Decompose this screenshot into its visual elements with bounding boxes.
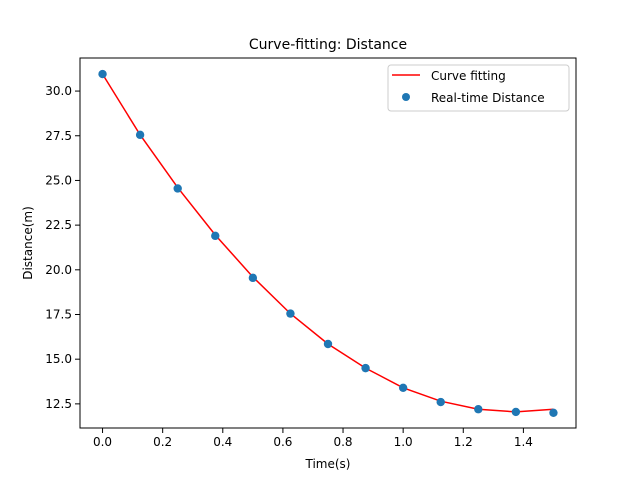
- real-time-distance-point: [173, 184, 182, 193]
- x-tick-label: 0.8: [333, 435, 352, 449]
- real-time-distance-point: [511, 407, 521, 417]
- x-tick-label: 0.0: [93, 435, 112, 449]
- y-tick-label: 15.0: [45, 352, 72, 366]
- y-tick-label: 25.0: [45, 173, 72, 187]
- y-tick-label: 27.5: [45, 129, 72, 143]
- real-time-distance-point: [361, 363, 370, 373]
- chart-title: Curve-fitting: Distance: [249, 37, 407, 53]
- x-tick-label: 0.2: [153, 435, 172, 449]
- plot-area: [80, 58, 576, 428]
- real-time-distance-point: [211, 231, 220, 241]
- real-time-distance-point: [323, 339, 333, 349]
- real-time-distance-point: [549, 408, 558, 418]
- series-layer: [98, 69, 558, 418]
- real-time-distance-point: [286, 309, 295, 318]
- x-axis: 0.0 0.2 0.4 0.6 0.8 1.0 1.2 1.4: [93, 428, 533, 449]
- legend: Curve fitting Real-time Distance: [387, 64, 570, 112]
- x-tick-label: 1.2: [454, 435, 473, 449]
- real-time-distance-point: [474, 405, 483, 414]
- legend-box: [387, 64, 570, 112]
- real-time-distance-point: [135, 130, 145, 140]
- x-tick-label: 1.4: [514, 435, 533, 449]
- x-tick-label: 1.0: [394, 435, 413, 449]
- y-tick-label: 12.5: [45, 397, 72, 411]
- plot-frame: [79, 57, 577, 429]
- x-tick-label: 0.6: [273, 435, 292, 449]
- real-time-distance-point: [398, 383, 408, 392]
- x-tick-label: 0.4: [213, 435, 232, 449]
- x-axis-label: Time(s): [305, 457, 351, 471]
- y-axis: 12.5 15.0 17.5 20.0 22.5 25.0 27.5 30.0: [45, 84, 80, 411]
- y-tick-label: 22.5: [45, 218, 72, 232]
- y-tick-label: 20.0: [45, 263, 72, 277]
- y-tick-label: 30.0: [45, 84, 72, 98]
- legend-label-real-time-distance: Real-time Distance: [431, 91, 545, 105]
- real-time-distance-point: [98, 69, 107, 79]
- real-time-distance-point: [436, 397, 445, 407]
- real-time-distance-point: [248, 273, 258, 283]
- y-tick-label: 17.5: [45, 307, 72, 321]
- legend-label-curve-fitting: Curve fitting: [431, 69, 506, 83]
- legend-marker-real-time-distance: [402, 93, 410, 101]
- y-axis-label: Distance(m): [21, 206, 35, 280]
